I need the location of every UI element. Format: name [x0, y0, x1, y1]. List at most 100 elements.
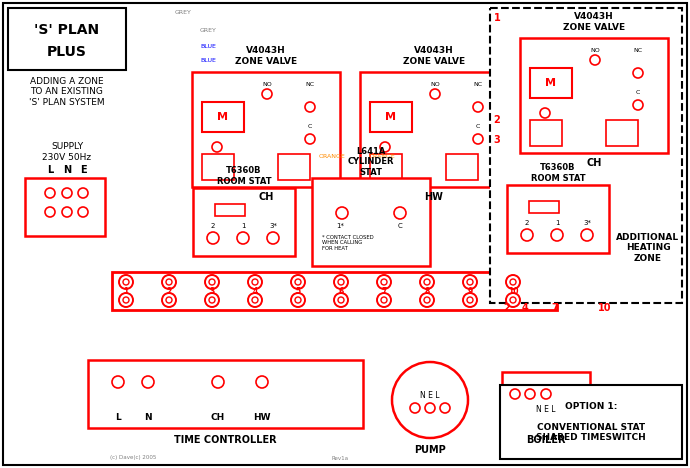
Circle shape [473, 134, 483, 144]
Text: 3*: 3* [269, 223, 277, 229]
Circle shape [420, 275, 434, 289]
Bar [193, 188, 295, 256]
Text: L641A
CYLINDER
STAT: L641A CYLINDER STAT [348, 147, 394, 177]
Circle shape [506, 293, 520, 307]
Circle shape [166, 279, 172, 285]
Bar [606, 120, 638, 146]
Text: 2: 2 [504, 303, 511, 313]
Circle shape [305, 134, 315, 144]
Circle shape [78, 188, 88, 198]
Bar [500, 385, 682, 459]
Text: N E L: N E L [536, 405, 555, 415]
Circle shape [205, 275, 219, 289]
Text: NO: NO [262, 81, 272, 87]
Text: HW: HW [424, 192, 444, 202]
Text: L: L [47, 165, 53, 175]
Bar [370, 154, 402, 180]
Text: V4043H
ZONE VALVE: V4043H ZONE VALVE [403, 46, 465, 66]
Bar [490, 8, 682, 303]
Circle shape [510, 279, 516, 285]
Text: (c) Dave(c) 2005: (c) Dave(c) 2005 [110, 455, 157, 461]
Circle shape [334, 293, 348, 307]
Text: 9: 9 [467, 286, 473, 295]
Text: PUMP: PUMP [414, 445, 446, 455]
Circle shape [142, 376, 154, 388]
Circle shape [212, 142, 222, 152]
Text: CH: CH [211, 414, 225, 423]
Text: L: L [115, 414, 121, 423]
Text: BOILER: BOILER [526, 435, 566, 445]
Text: M: M [386, 112, 397, 122]
Circle shape [119, 293, 133, 307]
Circle shape [305, 102, 315, 112]
Circle shape [334, 275, 348, 289]
Circle shape [381, 279, 387, 285]
Bar [502, 372, 590, 428]
Text: ORANGE: ORANGE [368, 154, 395, 159]
Circle shape [207, 232, 219, 244]
Text: PLUS: PLUS [47, 45, 87, 59]
Bar [192, 72, 340, 187]
Circle shape [510, 297, 516, 303]
Circle shape [205, 293, 219, 307]
Text: 1: 1 [241, 223, 245, 229]
Text: TIME CONTROLLER: TIME CONTROLLER [174, 435, 276, 445]
Text: C: C [635, 90, 640, 95]
Text: T6360B
ROOM STAT: T6360B ROOM STAT [531, 163, 585, 183]
Circle shape [551, 229, 563, 241]
Text: 3: 3 [209, 286, 215, 295]
Circle shape [336, 207, 348, 219]
Circle shape [392, 362, 468, 438]
Circle shape [45, 188, 55, 198]
Bar [25, 178, 105, 236]
Bar [360, 72, 508, 187]
Circle shape [209, 279, 215, 285]
Text: N: N [144, 414, 152, 423]
Text: ADDITIONAL
HEATING
ZONE: ADDITIONAL HEATING ZONE [616, 233, 680, 263]
Circle shape [420, 293, 434, 307]
Bar [507, 185, 609, 253]
Circle shape [463, 275, 477, 289]
Bar [529, 201, 559, 213]
Circle shape [237, 232, 249, 244]
Circle shape [45, 207, 55, 217]
Text: E: E [79, 165, 86, 175]
Text: SUPPLY
230V 50Hz: SUPPLY 230V 50Hz [43, 142, 92, 162]
Text: BLUE: BLUE [200, 58, 216, 64]
Circle shape [62, 188, 72, 198]
Text: N: N [63, 165, 71, 175]
Circle shape [62, 207, 72, 217]
Circle shape [425, 403, 435, 413]
Text: 3*: 3* [583, 220, 591, 226]
Circle shape [162, 275, 176, 289]
Circle shape [380, 142, 390, 152]
Circle shape [112, 376, 124, 388]
Text: 2: 2 [166, 286, 172, 295]
Circle shape [295, 297, 301, 303]
Text: 2: 2 [493, 115, 500, 125]
Bar [278, 154, 310, 180]
Bar [530, 68, 572, 98]
Text: * CONTACT CLOSED
WHEN CALLING
FOR HEAT: * CONTACT CLOSED WHEN CALLING FOR HEAT [322, 234, 373, 251]
Text: GREY: GREY [200, 28, 217, 32]
Text: ADDING A ZONE
TO AN EXISTING
'S' PLAN SYSTEM: ADDING A ZONE TO AN EXISTING 'S' PLAN SY… [29, 77, 105, 107]
Text: 7: 7 [551, 303, 558, 313]
Circle shape [510, 389, 520, 399]
Text: V4043H
ZONE VALVE: V4043H ZONE VALVE [235, 46, 297, 66]
Text: OPTION 1:

CONVENTIONAL STAT
SHARED TIMESWITCH: OPTION 1: CONVENTIONAL STAT SHARED TIMES… [536, 402, 646, 442]
Text: 4: 4 [253, 286, 257, 295]
Circle shape [633, 100, 643, 110]
Bar [370, 102, 412, 132]
Circle shape [162, 293, 176, 307]
Circle shape [467, 297, 473, 303]
Circle shape [291, 275, 305, 289]
Circle shape [78, 207, 88, 217]
Text: 7: 7 [382, 286, 386, 295]
Text: N E L: N E L [420, 390, 440, 400]
Text: 5: 5 [295, 286, 301, 295]
Bar [215, 204, 245, 216]
Circle shape [338, 279, 344, 285]
Circle shape [410, 403, 420, 413]
Circle shape [467, 279, 473, 285]
Text: NC: NC [306, 81, 315, 87]
